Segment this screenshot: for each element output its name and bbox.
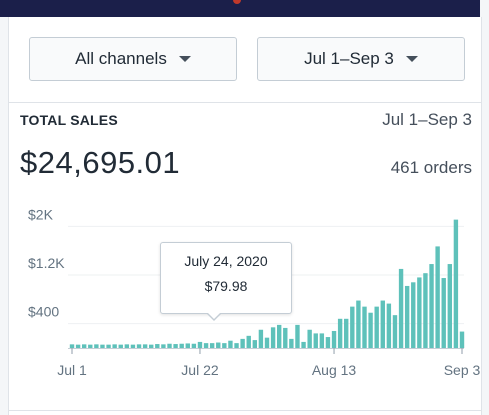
sales-bar[interactable] bbox=[209, 343, 215, 348]
sales-bar[interactable] bbox=[417, 277, 422, 348]
sales-bar[interactable] bbox=[246, 335, 251, 348]
tooltip-value: $79.98 bbox=[204, 278, 248, 294]
sales-bar[interactable] bbox=[270, 327, 276, 348]
sales-bar[interactable] bbox=[356, 300, 361, 348]
top-navigation-bar bbox=[0, 0, 480, 17]
sales-bar[interactable] bbox=[386, 303, 392, 348]
sales-bar[interactable] bbox=[459, 331, 465, 348]
sales-bar[interactable] bbox=[191, 343, 197, 348]
sales-bar[interactable] bbox=[173, 344, 178, 348]
sales-bar[interactable] bbox=[203, 343, 209, 348]
sales-bar[interactable] bbox=[295, 324, 300, 348]
sales-bar[interactable] bbox=[368, 312, 373, 348]
sales-bar[interactable] bbox=[100, 344, 105, 348]
sales-bar[interactable] bbox=[88, 344, 93, 348]
sales-bar[interactable] bbox=[411, 282, 416, 348]
app-logo-mark bbox=[233, 0, 241, 4]
sales-bar[interactable] bbox=[136, 344, 142, 348]
date-range-filter-label: Jul 1–Sep 3 bbox=[304, 49, 394, 68]
sales-bar[interactable] bbox=[380, 300, 385, 348]
x-axis-tick-label: Sep 3 bbox=[444, 362, 481, 378]
sales-bar[interactable] bbox=[142, 344, 148, 348]
chart-tooltip: July 24, 2020 $79.98 bbox=[160, 242, 292, 321]
sales-bar[interactable] bbox=[130, 344, 136, 348]
sales-bar[interactable] bbox=[435, 246, 440, 348]
sales-bar[interactable] bbox=[264, 337, 270, 348]
channel-filter-label: All channels bbox=[75, 49, 167, 68]
sales-bar[interactable] bbox=[69, 344, 75, 348]
sales-bar[interactable] bbox=[228, 340, 233, 348]
sales-bar[interactable] bbox=[453, 219, 459, 348]
channel-filter-dropdown[interactable]: All channels bbox=[29, 37, 237, 81]
sales-bar[interactable] bbox=[258, 329, 264, 348]
sales-bar[interactable] bbox=[124, 344, 130, 348]
sales-bar[interactable] bbox=[307, 329, 312, 348]
sales-bar[interactable] bbox=[81, 344, 87, 348]
sales-bar[interactable] bbox=[94, 344, 99, 348]
sales-bar[interactable] bbox=[313, 333, 318, 348]
sales-bar[interactable] bbox=[161, 344, 166, 348]
sales-bar[interactable] bbox=[350, 306, 355, 348]
sales-bar[interactable] bbox=[289, 338, 294, 349]
sales-bar[interactable] bbox=[179, 343, 184, 348]
sales-bar[interactable] bbox=[398, 268, 404, 348]
sales-bar[interactable] bbox=[75, 344, 81, 348]
x-axis-tick-label: Jul 22 bbox=[181, 362, 219, 378]
order-count: 461 orders bbox=[390, 158, 472, 177]
sales-bar[interactable] bbox=[276, 324, 282, 348]
sales-bar[interactable] bbox=[325, 337, 331, 348]
sales-bar[interactable] bbox=[149, 344, 154, 348]
sales-bar[interactable] bbox=[240, 338, 245, 349]
date-range-dropdown[interactable]: Jul 1–Sep 3 bbox=[257, 37, 465, 81]
sales-bar[interactable] bbox=[404, 285, 410, 348]
sales-bar[interactable] bbox=[222, 343, 227, 348]
tooltip-date: July 24, 2020 bbox=[184, 253, 268, 269]
sales-bar[interactable] bbox=[167, 343, 172, 348]
sales-bar[interactable] bbox=[197, 341, 203, 348]
sales-bar[interactable] bbox=[185, 343, 190, 348]
section-divider bbox=[9, 102, 481, 103]
sales-bar[interactable] bbox=[441, 278, 446, 348]
sales-bar[interactable] bbox=[301, 341, 306, 348]
sales-bar[interactable] bbox=[252, 340, 258, 348]
sales-bar[interactable] bbox=[392, 315, 398, 348]
total-sales-amount: $24,695.01 bbox=[20, 145, 181, 180]
sales-bar[interactable] bbox=[423, 273, 428, 348]
chevron-down-icon bbox=[405, 56, 418, 62]
chevron-down-icon bbox=[178, 56, 191, 62]
sales-bar[interactable] bbox=[429, 264, 434, 348]
sales-bar[interactable] bbox=[319, 333, 325, 348]
sales-bar[interactable] bbox=[362, 306, 367, 348]
tooltip-pointer-fill bbox=[207, 312, 221, 319]
x-axis-tick-label: Aug 13 bbox=[312, 362, 357, 378]
sales-bar[interactable] bbox=[344, 318, 349, 348]
sales-bar[interactable] bbox=[374, 306, 379, 348]
summary-date-range: Jul 1–Sep 3 bbox=[382, 110, 472, 129]
y-axis-tick-label: $400 bbox=[28, 304, 59, 320]
sales-bar[interactable] bbox=[447, 264, 453, 348]
sales-bar[interactable] bbox=[112, 344, 117, 348]
sales-bar[interactable] bbox=[331, 330, 337, 348]
section-divider bbox=[9, 410, 481, 411]
total-sales-title: TOTAL SALES bbox=[20, 112, 118, 128]
sales-bar[interactable] bbox=[216, 342, 221, 348]
sales-bar[interactable] bbox=[118, 344, 123, 348]
sales-bar[interactable] bbox=[155, 344, 160, 348]
y-axis-tick-label: $2K bbox=[28, 206, 54, 222]
sales-bar[interactable] bbox=[106, 344, 111, 348]
sales-bar[interactable] bbox=[283, 327, 288, 348]
y-axis-tick-label: $1.2K bbox=[28, 255, 65, 271]
sales-bar[interactable] bbox=[234, 343, 239, 348]
sales-bar[interactable] bbox=[337, 318, 343, 348]
x-axis-tick-label: Jul 1 bbox=[57, 362, 87, 378]
